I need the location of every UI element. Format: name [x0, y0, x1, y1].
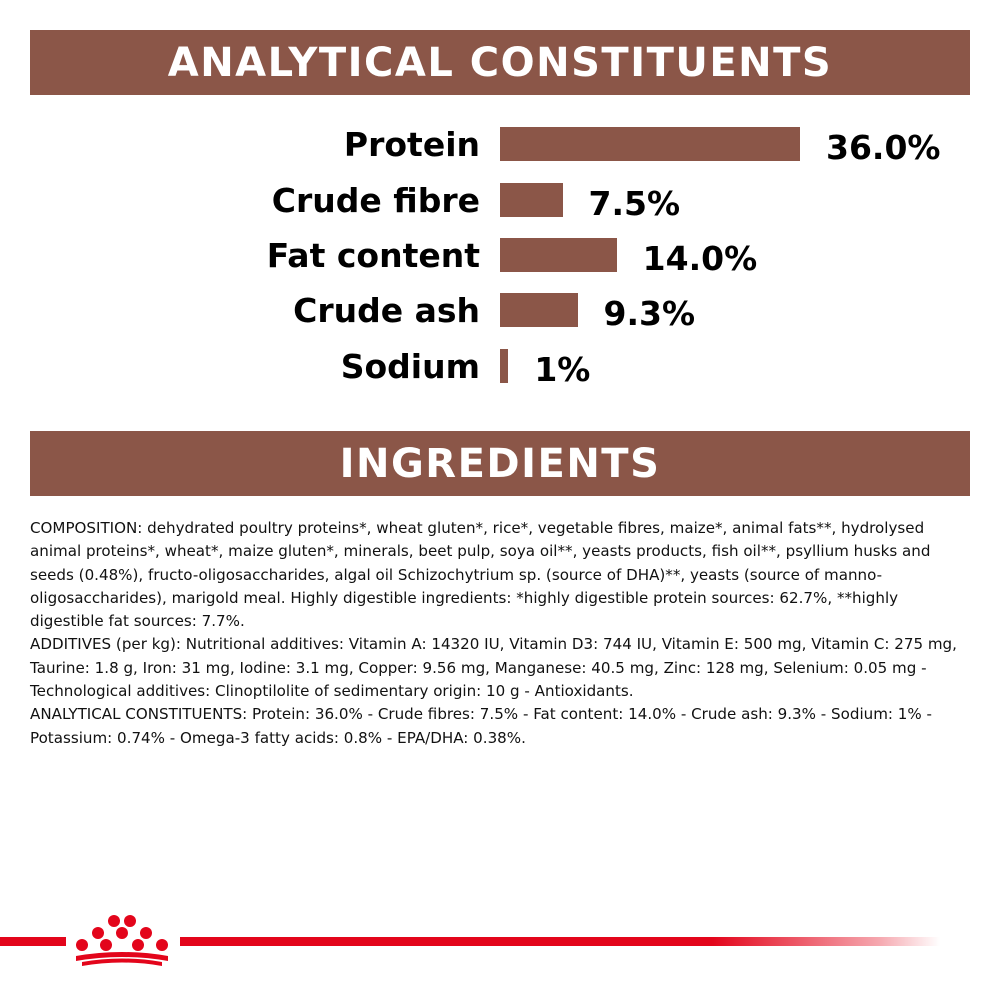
analytical-constituents-heading: ANALYTICAL CONSTITUENTS	[167, 39, 833, 86]
bar-label-crude-fibre: Crude fibre	[271, 181, 480, 220]
analytical-constituents-banner: ANALYTICAL CONSTITUENTS	[30, 30, 970, 95]
bar-value-crude-ash: 9.3%	[603, 294, 696, 333]
analytical-constituents-paragraph: ANALYTICAL CONSTITUENTS: Protein: 36.0% …	[30, 705, 932, 747]
composition-paragraph: COMPOSITION: dehydrated poultry proteins…	[30, 519, 931, 631]
crown-logo-icon	[76, 915, 168, 966]
bar-crude-ash	[500, 293, 578, 327]
bar-fat-content	[500, 238, 617, 272]
bar-label-protein: Protein	[343, 125, 480, 164]
additives-paragraph: ADDITIVES (per kg): Nutritional additive…	[30, 635, 957, 701]
bar-value-fat-content: 14.0%	[642, 239, 758, 278]
bar-sodium	[500, 349, 509, 383]
bar-label-crude-ash: Crude ash	[293, 291, 480, 330]
bar-value-crude-fibre: 7.5%	[588, 184, 681, 223]
bar-protein	[500, 127, 800, 161]
brand-line-left	[0, 937, 66, 946]
bar-value-protein: 36.0%	[826, 128, 941, 167]
bar-crude-fibre	[500, 183, 563, 217]
ingredients-heading: INGREDIENTS	[339, 440, 661, 487]
bar-label-sodium: Sodium	[340, 347, 480, 386]
ingredients-text-block: COMPOSITION: dehydrated poultry proteins…	[30, 517, 975, 750]
bar-value-sodium: 1%	[534, 350, 591, 389]
brand-line-right	[180, 937, 940, 946]
bar-label-fat-content: Fat content	[266, 236, 480, 275]
ingredients-banner: INGREDIENTS	[30, 431, 970, 496]
